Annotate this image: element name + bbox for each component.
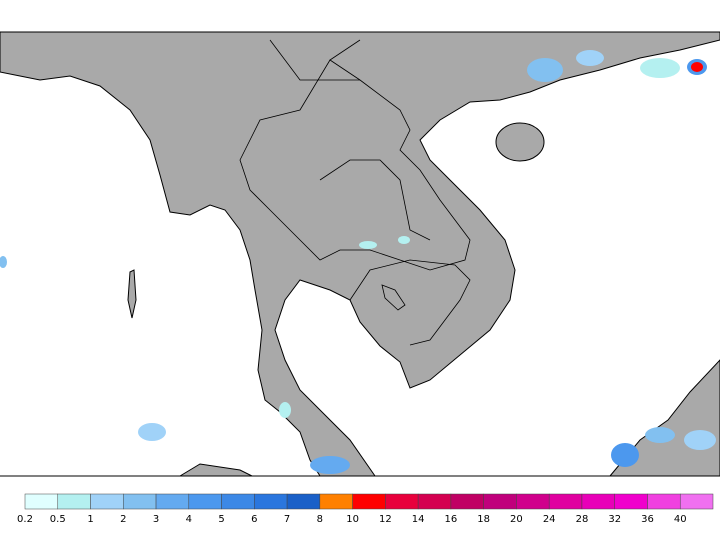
colorbar-tick-label: 16: [445, 514, 458, 525]
colorbar-tick-label: 40: [674, 514, 687, 525]
colorbar-box: [24, 493, 59, 510]
colorbar-box: [417, 493, 452, 510]
colorbar-box: [123, 493, 157, 510]
colorbar-box: [516, 493, 550, 510]
country-border: [239, 59, 471, 271]
colorbar-box: [385, 493, 419, 510]
colorbar-tick-label: 5: [218, 514, 224, 525]
colorbar-tick-label: 18: [477, 514, 490, 525]
precipitation-patches: [0, 50, 716, 474]
colorbar-tick-label: 2: [120, 514, 126, 525]
colorbar-box: [221, 493, 255, 510]
colorbar-tick-label: 24: [543, 514, 556, 525]
colorbar-tick-label: 10: [346, 514, 359, 525]
colorbar-box: [90, 493, 124, 510]
andaman-islands: [127, 269, 137, 319]
colorbar-box: [679, 493, 714, 510]
colorbar-box: [188, 493, 222, 510]
colorbar-box: [581, 493, 615, 510]
colorbar-tick-label: 7: [284, 514, 290, 525]
colorbar-tick-label: 20: [510, 514, 523, 525]
colorbar-tick-label: 32: [608, 514, 621, 525]
colorbar-box: [614, 493, 648, 510]
colorbar-box: [319, 493, 353, 510]
hainan-island: [495, 122, 545, 162]
colorbar-tick-label: 3: [153, 514, 159, 525]
colorbar-tick-label: 14: [412, 514, 425, 525]
colorbar-tick-label: 4: [186, 514, 192, 525]
country-border: [349, 259, 471, 346]
colorbar-box: [286, 493, 321, 510]
country-border: [319, 159, 431, 241]
colorbar-box: [450, 493, 484, 510]
colorbar-box: [155, 493, 190, 510]
colorbar-tick-label: 6: [251, 514, 257, 525]
colorbar-box: [352, 493, 386, 510]
colorbar-box: [57, 493, 91, 510]
country-border: [269, 39, 361, 81]
map-area: [0, 31, 720, 477]
colorbar-tick-label: 0.5: [50, 514, 66, 525]
colorbar-tick-label: 12: [379, 514, 392, 525]
colorbar-box: [647, 493, 681, 510]
colorbar-tick-label: 8: [317, 514, 323, 525]
colorbar-tick-label: 36: [641, 514, 654, 525]
colorbar-box: [548, 493, 583, 510]
colorbar-box: [254, 493, 288, 510]
colorbar-tick-label: 0.2: [17, 514, 33, 525]
colorbar-box: [483, 493, 517, 510]
colorbar: 0.2 0.5 1 2 3 4 5 6 7 8 10 12 14 16 18 20 24 28 32 36 40: [17, 493, 714, 525]
colorbar-tick-label: 28: [576, 514, 589, 525]
colorbar-tick-label: 1: [87, 514, 93, 525]
tonle-sap: [381, 284, 406, 311]
mainland: [0, 31, 720, 477]
